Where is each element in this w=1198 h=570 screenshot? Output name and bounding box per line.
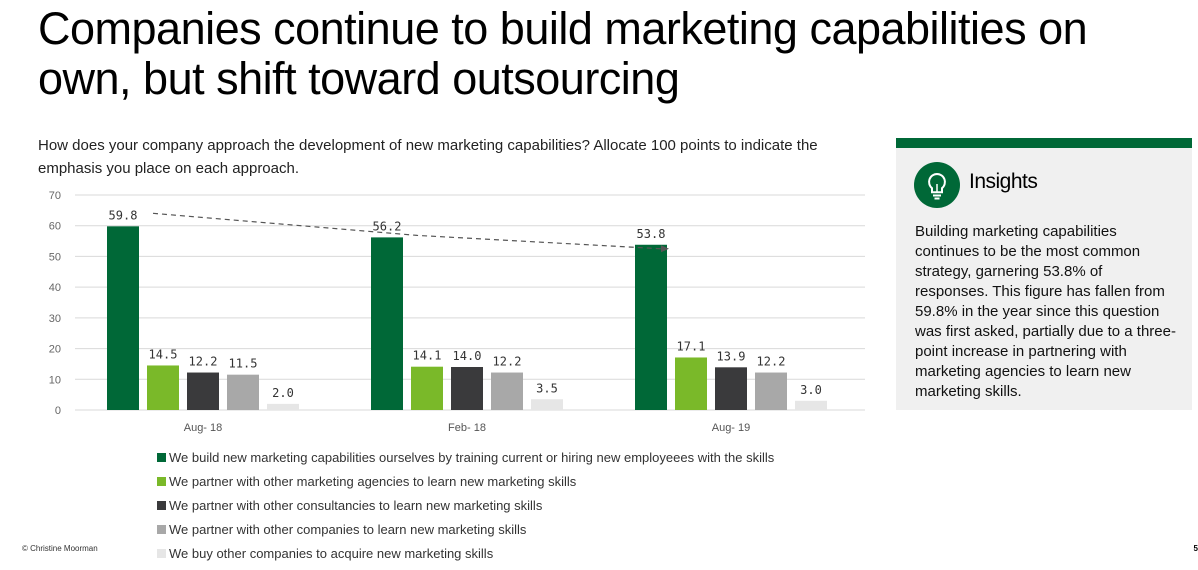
legend-label: We partner with other marketing agencies… bbox=[169, 473, 577, 489]
x-tick-label: Aug- 18 bbox=[184, 422, 223, 434]
y-tick-label: 70 bbox=[49, 190, 61, 202]
data-label: 11.5 bbox=[229, 357, 258, 371]
bar bbox=[411, 366, 443, 410]
legend-item: We partner with other companies to learn… bbox=[157, 517, 774, 541]
y-tick-label: 50 bbox=[49, 251, 61, 263]
legend-item: We buy other companies to acquire new ma… bbox=[157, 541, 774, 565]
bar bbox=[795, 400, 827, 410]
y-tick-label: 60 bbox=[49, 221, 61, 233]
insights-panel: Insights Building marketing capabilities… bbox=[896, 138, 1192, 410]
legend-label: We partner with other companies to learn… bbox=[169, 521, 527, 537]
bar bbox=[675, 357, 707, 410]
page-title: Companies continue to build marketing ca… bbox=[38, 3, 1088, 104]
legend-swatch bbox=[157, 524, 166, 534]
data-label: 12.2 bbox=[189, 355, 218, 369]
x-tick-label: Aug- 19 bbox=[712, 422, 751, 434]
bar bbox=[147, 365, 179, 410]
data-label: 12.2 bbox=[493, 355, 522, 369]
data-label: 3.0 bbox=[800, 383, 822, 397]
data-label: 12.2 bbox=[757, 355, 786, 369]
legend-label: We buy other companies to acquire new ma… bbox=[169, 545, 494, 561]
bar bbox=[451, 367, 483, 410]
bar bbox=[227, 374, 259, 410]
insights-text: Building marketing capabilities continue… bbox=[915, 223, 1176, 400]
legend-swatch bbox=[157, 476, 166, 486]
trend-line bbox=[152, 212, 662, 250]
data-label: 2.0 bbox=[272, 386, 294, 400]
data-label: 13.9 bbox=[717, 349, 746, 363]
y-tick-label: 40 bbox=[49, 282, 61, 294]
bar-chart: 0 10 20 30 40 50 60 70 59.8 14.5 12.2 11.5 2.0 Aug- 1… bbox=[49, 190, 865, 434]
trend-arrowhead bbox=[661, 245, 669, 253]
legend-label: We partner with other consultancies to l… bbox=[169, 497, 543, 513]
y-tick-label: 10 bbox=[49, 374, 61, 386]
y-tick-label: 0 bbox=[55, 405, 61, 417]
bar bbox=[267, 403, 299, 410]
copyright-footer: © Christine Moorman bbox=[22, 544, 98, 553]
lightbulb-icon bbox=[914, 162, 960, 208]
legend-item: We partner with other marketing agencies… bbox=[157, 469, 774, 493]
x-tick-label: Feb- 18 bbox=[448, 422, 486, 434]
legend-swatch bbox=[157, 452, 166, 462]
data-label: 14.1 bbox=[413, 349, 442, 363]
data-label: 53.8 bbox=[637, 227, 666, 241]
data-label: 14.0 bbox=[453, 349, 482, 363]
data-label: 59.8 bbox=[109, 208, 138, 222]
bar bbox=[491, 372, 523, 410]
data-label: 56.2 bbox=[373, 219, 402, 233]
legend-swatch bbox=[157, 548, 166, 558]
page-number: 5 bbox=[1193, 544, 1198, 553]
bar bbox=[187, 372, 219, 410]
insights-title: Insights bbox=[969, 170, 1038, 193]
bar bbox=[755, 372, 787, 410]
data-label: 3.5 bbox=[536, 381, 558, 395]
survey-question: How does your company approach the devel… bbox=[38, 137, 818, 177]
legend-label: We build new marketing capabilities ours… bbox=[169, 449, 775, 465]
bar bbox=[371, 237, 403, 410]
chart-legend: We build new marketing capabilities ours… bbox=[157, 445, 774, 565]
bar bbox=[635, 244, 667, 410]
data-label: 17.1 bbox=[677, 339, 706, 353]
bar bbox=[715, 367, 747, 410]
y-tick-label: 30 bbox=[49, 313, 61, 325]
y-tick-label: 20 bbox=[49, 344, 61, 356]
legend-item: We partner with other consultancies to l… bbox=[157, 493, 774, 517]
bar bbox=[531, 399, 563, 410]
legend-swatch bbox=[157, 500, 166, 510]
bar bbox=[107, 226, 139, 410]
legend-item: We build new marketing capabilities ours… bbox=[157, 445, 774, 469]
data-label: 14.5 bbox=[149, 347, 178, 361]
